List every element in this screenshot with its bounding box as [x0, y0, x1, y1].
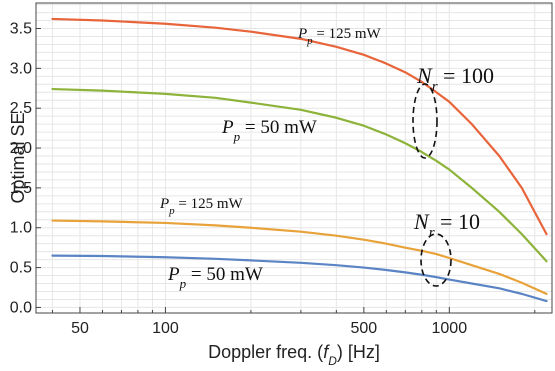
x-axis-title-symbol: f [323, 342, 330, 362]
annotation-pp50-top: Pp = 50 mW [221, 117, 317, 144]
series-line-1 [51, 87, 548, 263]
annotation-symbol: N [416, 63, 433, 88]
grid [36, 3, 552, 313]
axis-ticks: 0.0 0.5 1.0 1.5 2.0 2.5 3.0 3.5 50 100 500 1000 [10, 21, 536, 337]
svg-text:Pp = 50 mW: Pp = 50 mW [221, 117, 317, 144]
annotation-pp50-bottom: Pp = 50 mW [167, 264, 263, 291]
y-tick-label: 1.0 [10, 220, 32, 237]
x-tick-label: 50 [71, 320, 89, 337]
series-line-0 [51, 17, 548, 236]
y-tick-label: 0.0 [10, 299, 32, 316]
nr100-ellipse [412, 83, 438, 159]
x-tick-label: 100 [152, 320, 179, 337]
x-axis-title-unit: ) [Hz] [337, 342, 380, 362]
annotation-symbol: P [167, 264, 180, 285]
annotation-text: = 100 [438, 63, 494, 88]
annotation-subscript: p [179, 276, 187, 291]
annotation-text: = 125 mW [313, 26, 382, 42]
y-tick-label: 3.0 [10, 60, 32, 77]
series-line-3 [51, 254, 548, 303]
annotation-subscript: p [306, 35, 313, 47]
x-axis-title-text: Doppler freq. ( [208, 342, 323, 362]
y-tick-label: 0.5 [10, 260, 32, 277]
nr10-ellipse [420, 233, 452, 287]
annotation-nr10: Nr = 10 [413, 209, 480, 241]
annotation-pp125-top: Pp = 125 mW [297, 26, 382, 47]
y-tick-label: 1.5 [10, 180, 32, 197]
annotation-symbol: P [297, 26, 307, 42]
annotation-text: = 10 [435, 209, 480, 234]
y-tick-label: 2.5 [10, 100, 32, 117]
annotation-symbol: P [159, 196, 169, 212]
svg-text:Nr = 10: Nr = 10 [413, 209, 480, 241]
y-axis-title: Optimal SE [8, 112, 28, 203]
x-axis-title: Doppler freq. (fD) [Hz] [208, 342, 380, 368]
svg-text:Pp = 125 mW: Pp = 125 mW [297, 26, 382, 47]
x-tick-label: 1000 [432, 320, 468, 337]
annotation-symbol: N [413, 209, 430, 234]
svg-text:Nr = 100: Nr = 100 [416, 63, 494, 95]
annotation-pp125-bottom: Pp = 125 mW [159, 196, 244, 217]
plot-frame [35, 2, 553, 314]
svg-text:Pp = 125 mW: Pp = 125 mW [159, 196, 244, 217]
y-tick-label: 2.0 [10, 140, 32, 157]
x-axis-title-subscript: D [328, 354, 337, 368]
annotation-text: = 50 mW [186, 264, 263, 285]
series-line-2 [51, 219, 548, 295]
annotation-symbol: P [221, 117, 234, 138]
annotation-subscript: r [432, 79, 438, 95]
annotation-subscript: p [168, 205, 175, 217]
svg-text:Pp = 50 mW: Pp = 50 mW [167, 264, 263, 291]
series-group [51, 17, 548, 303]
x-tick-label: 500 [351, 320, 378, 337]
annotation-subscript: r [429, 225, 435, 241]
annotation-text: = 50 mW [240, 117, 317, 138]
annotation-subscript: p [233, 129, 241, 144]
y-tick-label: 3.5 [10, 21, 32, 38]
annotation-text: = 125 mW [175, 196, 244, 212]
annotation-nr100: Nr = 100 [416, 63, 494, 95]
